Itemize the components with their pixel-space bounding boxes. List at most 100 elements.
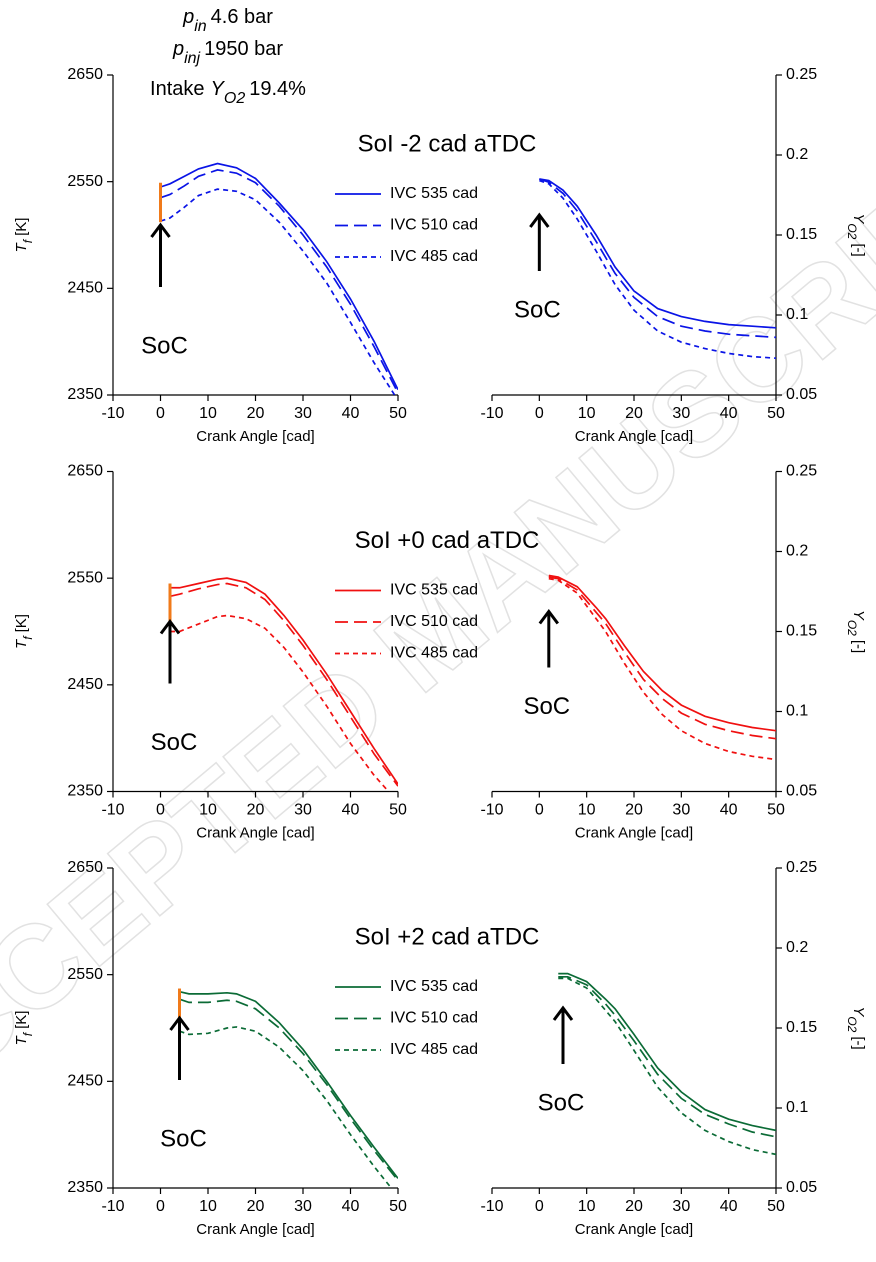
soc-label: SoC [523,693,570,720]
condition-label: Intake YO2 19.4% [150,78,306,106]
label-subscript: O2 [845,620,859,636]
soc-arrow [538,609,559,668]
y-tick-label: 0.1 [786,1099,808,1116]
label-subscript: in [194,18,207,35]
x-tick-label: 40 [342,802,360,819]
label-symbol: p [182,6,194,28]
y-tick-label: 0.15 [786,1019,817,1036]
x-tick-label: 40 [720,1198,738,1215]
y-axis-title: YO2 [-] [845,213,867,256]
label-subscript: O2 [845,1016,859,1032]
x-tick-label: 0 [535,1198,544,1215]
x-axis-title: Crank Angle [cad] [575,1221,693,1238]
soc-arrow [159,619,181,684]
label-text: 4.6 bar [211,6,274,28]
x-tick-label: 20 [247,802,265,819]
y-tick-label: 2650 [67,463,103,480]
soc-arrow [529,212,550,271]
legend-label: IVC 535 cad [390,582,478,599]
y-tick-label: 0.2 [786,146,808,163]
soc-label: SoC [160,1125,207,1152]
series-line [548,577,776,761]
x-tick-label: 50 [389,802,407,819]
label-symbol: T [13,638,30,649]
x-tick-label: -10 [101,405,124,422]
y-tick-label: 0.2 [786,939,808,956]
y-tick-label: 0.2 [786,543,808,560]
soc-arrow [169,1015,190,1080]
x-tick-label: 30 [294,1198,312,1215]
x-tick-label: 0 [535,405,544,422]
x-tick-label: -10 [480,405,503,422]
series-line [539,179,776,360]
x-tick-label: 20 [625,802,643,819]
x-axis-title: Crank Angle [cad] [196,824,314,841]
x-tick-label: 30 [672,405,690,422]
x-tick-label: 0 [156,1198,165,1215]
y-tick-label: 2450 [67,1073,103,1090]
label-symbol: p [172,38,184,60]
series-line [170,614,390,792]
soc-arrow [552,1005,574,1064]
legend-label: IVC 510 cad [390,1010,478,1027]
panel-title: SoI +0 cad aTDC [355,527,540,554]
x-tick-label: 40 [720,405,738,422]
label-subscript: O2 [224,90,245,107]
y-tick-label: 2350 [67,1179,103,1196]
x-tick-label: 10 [199,802,217,819]
legend-label: IVC 485 cad [390,248,478,265]
x-tick-label: 20 [625,405,643,422]
y-tick-label: 0.25 [786,463,817,480]
x-tick-label: -10 [480,802,503,819]
label-subscript: f [21,238,35,243]
x-tick-label: 30 [294,802,312,819]
x-tick-label: 50 [767,405,785,422]
label-symbol: Y [211,78,226,100]
series-line [179,998,398,1182]
series-line [558,975,776,1138]
soc-label: SoC [141,332,188,359]
label-text: [K] [13,614,30,632]
x-axis-title: Crank Angle [cad] [575,428,693,445]
x-tick-label: 20 [625,1198,643,1215]
x-tick-label: 50 [389,405,407,422]
arrow-head [169,1015,190,1031]
label-symbol: T [13,1034,30,1045]
watermark: ACCEPTED MANUSCRIPT [0,111,876,1156]
soc-arrow [150,222,171,287]
series-line [170,577,398,785]
y-tick-label: 0.05 [786,1179,817,1196]
y-tick-label: 0.15 [786,226,817,243]
legend-label: IVC 485 cad [390,645,478,662]
series-line [548,574,776,732]
label-text: [-] [850,243,867,256]
series-line [558,977,776,1156]
x-tick-label: 10 [578,405,596,422]
x-tick-label: -10 [101,802,124,819]
y-axis-title: YO2 [-] [845,1006,867,1049]
soc-label: SoC [151,729,198,756]
label-text: [-] [850,640,867,653]
y-tick-label: 2650 [67,859,103,876]
y-axis-title: YO2 [-] [845,610,867,653]
label-text: [K] [13,218,30,236]
x-tick-label: 30 [672,802,690,819]
soc-label: SoC [538,1089,585,1116]
x-tick-label: 30 [672,1198,690,1215]
series-line [179,990,398,1179]
soc-label: SoC [514,296,561,323]
label-symbol: Y [850,1006,867,1017]
x-axis-title: Crank Angle [cad] [196,428,314,445]
panel-title: SoI -2 cad aTDC [358,130,537,157]
y-tick-label: 0.25 [786,66,817,83]
series-line [539,178,776,329]
x-tick-label: 40 [720,802,738,819]
legend-label: IVC 535 cad [390,185,478,202]
series-line [160,188,396,395]
x-tick-label: 50 [767,1198,785,1215]
x-tick-label: 50 [389,1198,407,1215]
arrow-head [552,1005,574,1021]
x-tick-label: 40 [342,405,360,422]
x-tick-label: 50 [767,802,785,819]
